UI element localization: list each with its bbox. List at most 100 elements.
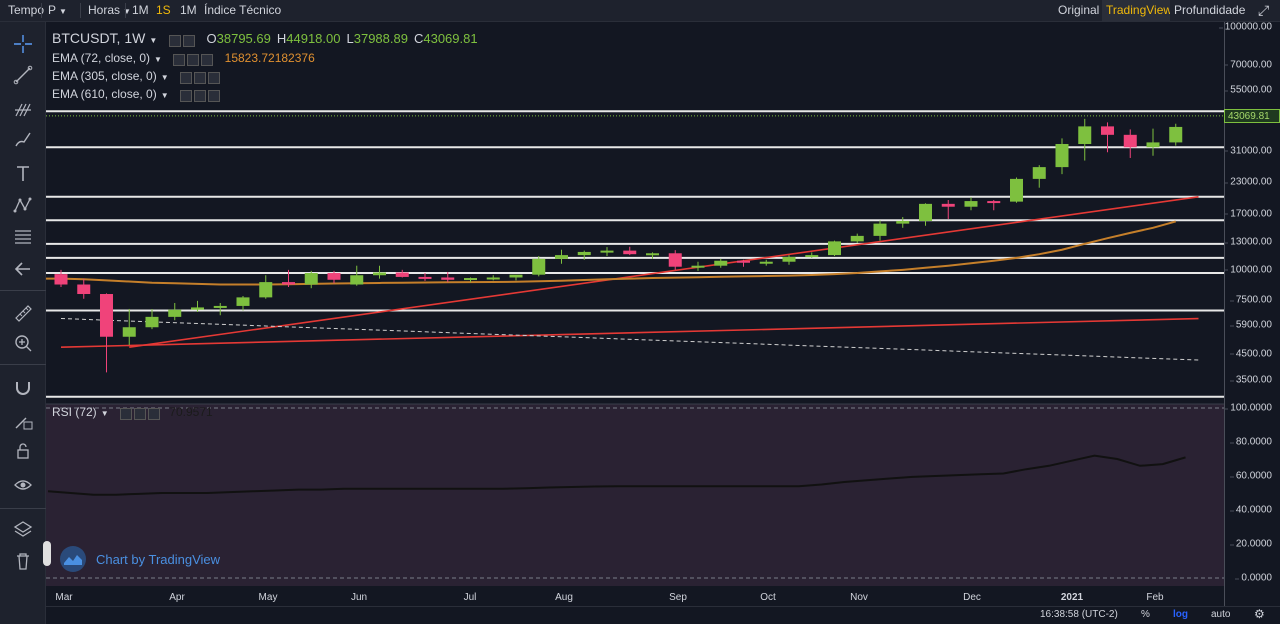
ohlc-values: O38795.69 H44918.00 L37988.89 C43069.81 [201, 31, 478, 46]
gear-icon[interactable]: ⚙ [1254, 607, 1265, 621]
panel-collapse-handle[interactable] [43, 541, 51, 566]
topbar-item-label: Tempo [8, 3, 45, 17]
candle-body [1101, 126, 1114, 135]
time-tick: Sep [669, 592, 687, 603]
dropdown-caret-icon: ▼ [123, 7, 131, 16]
lock-drawing-icon[interactable] [10, 408, 36, 434]
eye-small-icon[interactable] [179, 71, 192, 84]
lock-icon[interactable] [10, 438, 36, 464]
close-small-icon[interactable] [201, 53, 214, 66]
price-tick: 55000.00 [1224, 84, 1272, 96]
ema610-buttons[interactable] [179, 88, 222, 102]
candle-body [350, 275, 364, 285]
auto-toggle[interactable]: auto [1211, 609, 1231, 620]
rsi-legend: RSI (72) ▼ 70.9571 [52, 405, 213, 420]
chart-pane[interactable] [46, 22, 1224, 606]
zoom-icon[interactable] [10, 330, 36, 356]
candle-body [373, 272, 386, 276]
back-arrow-icon[interactable] [10, 256, 36, 282]
eye-small-icon[interactable] [179, 89, 192, 102]
ohlc-value: 43069.81 [423, 31, 478, 46]
ema305-label[interactable]: EMA (305, close, 0) [52, 69, 157, 83]
percent-toggle[interactable]: % [1141, 609, 1150, 620]
ema72-caret-icon[interactable]: ▼ [154, 55, 162, 64]
topbar-item-0[interactable]: Tempo [4, 0, 48, 21]
rsi-buttons[interactable] [119, 406, 162, 420]
close-small-icon[interactable] [207, 89, 220, 102]
price-tick: 5900.00 [1229, 319, 1272, 331]
settings-small-icon[interactable] [182, 34, 195, 47]
rsi-line [47, 454, 1186, 496]
rsi-tick: 80.0000 [1229, 436, 1272, 448]
settings-small-icon[interactable] [133, 407, 146, 420]
candle-body [145, 316, 159, 328]
rsi-label[interactable]: RSI (72) [52, 405, 97, 419]
candle-body [759, 261, 773, 264]
ema72-legend: EMA (72, close, 0) ▼ 15823.72182376 [52, 51, 315, 66]
ema72-value: 15823.72182376 [224, 51, 315, 65]
candle-body [577, 251, 591, 256]
symbol-caret-icon[interactable]: ▼ [149, 36, 158, 45]
ruler-icon[interactable] [10, 300, 36, 326]
price-tick: 10000.00 [1224, 264, 1272, 276]
fib-icon[interactable] [10, 224, 36, 250]
trash-icon[interactable] [10, 548, 36, 574]
eye-small-icon[interactable] [119, 407, 132, 420]
time-tick: Aug [555, 592, 573, 603]
top-toolbar: Tempo P ▼ Horas ▼ 1M 1S 1M Índice Técnico Origina… [0, 0, 1280, 22]
candle-body [1123, 134, 1137, 148]
settings-small-icon[interactable] [193, 71, 206, 84]
price-chart[interactable] [46, 22, 1224, 606]
price-tick: 17000.00 [1224, 208, 1272, 220]
topbar-item-1[interactable]: P ▼ [44, 0, 80, 21]
brush-icon[interactable] [10, 126, 36, 152]
tradingview-watermark[interactable]: Chart by TradingView [60, 546, 220, 572]
topbar-item-2[interactable]: Horas ▼ [84, 0, 135, 21]
log-toggle[interactable]: log [1173, 609, 1188, 620]
trend-line-icon[interactable] [10, 62, 36, 88]
crosshair-icon[interactable] [10, 31, 36, 57]
eye-icon[interactable] [10, 472, 36, 498]
candle-body [737, 260, 750, 263]
topbar-item-3[interactable]: 1M [128, 0, 153, 21]
pattern-icon[interactable] [10, 192, 36, 218]
close-small-icon[interactable] [207, 71, 220, 84]
topbar-item-4[interactable]: 1S [152, 0, 175, 21]
text-icon[interactable] [10, 160, 36, 186]
settings-small-icon[interactable] [193, 89, 206, 102]
ema610-caret-icon[interactable]: ▼ [160, 91, 169, 100]
view-tab-1[interactable]: TradingView [1102, 0, 1177, 21]
layers-icon[interactable] [10, 516, 36, 542]
candle-body [486, 277, 500, 280]
topbar-item-6[interactable]: Índice Técnico [200, 0, 285, 21]
pitchfork-icon[interactable] [10, 96, 36, 122]
symbol-label[interactable]: BTCUSDT, 1W [52, 30, 146, 46]
magnet-icon[interactable] [10, 374, 36, 400]
ema305-buttons[interactable] [179, 70, 222, 84]
time-axis[interactable]: Mar Apr May Jun Jul Aug Sep Oct Nov Dec 2021 Feb [46, 586, 1224, 606]
candle-body [77, 284, 91, 295]
settings-small-icon[interactable] [187, 53, 200, 66]
ema72-buttons[interactable] [173, 52, 215, 66]
rsi-tick: 60.0000 [1229, 470, 1272, 482]
ohlc-key: H [276, 31, 287, 46]
clock-time: 16:38:58 (UTC-2) [1040, 609, 1118, 620]
tradingview-logo-icon [60, 546, 86, 572]
symbol-legend-buttons[interactable] [168, 32, 197, 47]
rsi-caret-icon[interactable]: ▼ [100, 409, 109, 418]
close-small-icon[interactable] [147, 407, 160, 420]
view-tab-2[interactable]: Profundidade [1170, 0, 1250, 21]
visibility-toggle-icon[interactable] [168, 34, 181, 47]
ohlc-key: C [413, 31, 424, 46]
eye-small-icon[interactable] [173, 53, 186, 66]
view-tab-0[interactable]: Original [1054, 0, 1104, 21]
ema610-label[interactable]: EMA (610, close, 0) [52, 87, 157, 101]
candle-body [54, 274, 68, 285]
trend-line [129, 195, 1199, 348]
topbar-divider [125, 3, 126, 18]
ema72-label[interactable]: EMA (72, close, 0) [52, 51, 151, 65]
expand-icon[interactable]: ⤢ [1258, 2, 1270, 18]
ema305-caret-icon[interactable]: ▼ [160, 73, 169, 82]
candle-body [441, 277, 455, 280]
topbar-item-5[interactable]: 1M [176, 0, 201, 21]
